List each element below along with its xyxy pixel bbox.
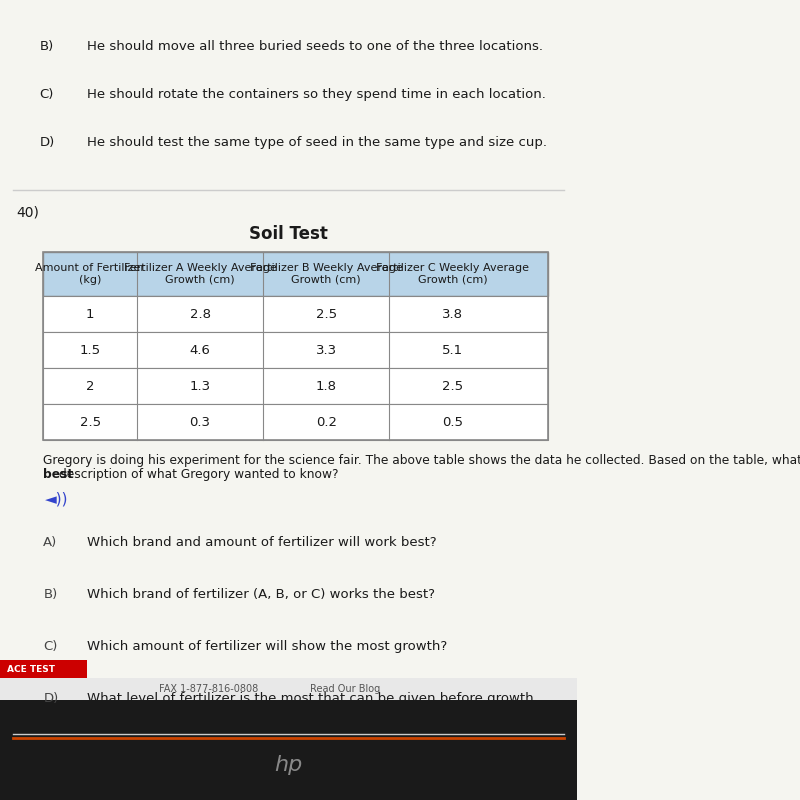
Text: Soil Test: Soil Test (249, 225, 328, 243)
Text: Read Our Blog: Read Our Blog (310, 684, 380, 694)
Text: declines?: declines? (86, 706, 149, 719)
Text: FAX 1-877-816-0808: FAX 1-877-816-0808 (158, 684, 258, 694)
Text: ACE TEST: ACE TEST (7, 665, 55, 674)
Bar (43, 368, 548, 404)
Text: Which brand of fertilizer (A, B, or C) works the best?: Which brand of fertilizer (A, B, or C) w… (86, 588, 434, 601)
Text: 2.5: 2.5 (442, 379, 463, 393)
Text: C): C) (43, 640, 58, 653)
Text: A): A) (43, 536, 58, 549)
Text: 2: 2 (86, 379, 94, 393)
Text: He should rotate the containers so they spend time in each location.: He should rotate the containers so they … (86, 88, 546, 101)
Bar (43, 252, 548, 440)
Text: 1.8: 1.8 (316, 379, 337, 393)
Text: D): D) (40, 136, 55, 149)
Text: hp: hp (274, 755, 302, 775)
Text: He should test the same type of seed in the same type and size cup.: He should test the same type of seed in … (86, 136, 546, 149)
Text: Gregory is doing his experiment for the science fair. The above table shows the : Gregory is doing his experiment for the … (43, 454, 800, 467)
Text: 0.5: 0.5 (442, 415, 463, 429)
Text: 3.3: 3.3 (316, 343, 337, 357)
Text: Fertilizer C Weekly Average
Growth (cm): Fertilizer C Weekly Average Growth (cm) (376, 263, 529, 285)
Bar (43, 296, 548, 332)
Text: What level of fertilizer is the most that can be given before growth: What level of fertilizer is the most tha… (86, 692, 533, 705)
Text: Which amount of fertilizer will show the most growth?: Which amount of fertilizer will show the… (86, 640, 446, 653)
Text: 40): 40) (16, 205, 38, 219)
Text: He should move all three buried seeds to one of the three locations.: He should move all three buried seeds to… (86, 40, 542, 53)
Text: 1.3: 1.3 (190, 379, 210, 393)
Text: 3.8: 3.8 (442, 307, 463, 321)
Text: 2.8: 2.8 (190, 307, 210, 321)
Text: 2.5: 2.5 (79, 415, 101, 429)
Text: B): B) (40, 40, 54, 53)
Bar (43, 332, 548, 368)
Text: Fertilizer A Weekly Average
Growth (cm): Fertilizer A Weekly Average Growth (cm) (124, 263, 277, 285)
Text: D): D) (43, 692, 58, 705)
Text: 1.5: 1.5 (79, 343, 101, 357)
Text: 1: 1 (86, 307, 94, 321)
Bar (0, 678, 577, 700)
Text: description of what Gregory wanted to know?: description of what Gregory wanted to kn… (59, 468, 338, 481)
Bar (43, 252, 548, 296)
Text: Amount of Fertilizer
(kg): Amount of Fertilizer (kg) (35, 263, 145, 285)
Text: C): C) (40, 88, 54, 101)
Text: best: best (43, 468, 78, 481)
Text: Which brand and amount of fertilizer will work best?: Which brand and amount of fertilizer wil… (86, 536, 436, 549)
Bar (43, 404, 548, 440)
Text: Fertilizer B Weekly Average
Growth (cm): Fertilizer B Weekly Average Growth (cm) (250, 263, 402, 285)
Text: B): B) (43, 588, 58, 601)
Text: 4.6: 4.6 (190, 343, 210, 357)
Text: ◄)): ◄)) (45, 492, 68, 507)
Text: 0.2: 0.2 (316, 415, 337, 429)
Text: 0.3: 0.3 (190, 415, 210, 429)
Bar (0, 660, 86, 678)
Text: 5.1: 5.1 (442, 343, 463, 357)
Bar (0, 700, 577, 800)
Text: 2.5: 2.5 (316, 307, 337, 321)
